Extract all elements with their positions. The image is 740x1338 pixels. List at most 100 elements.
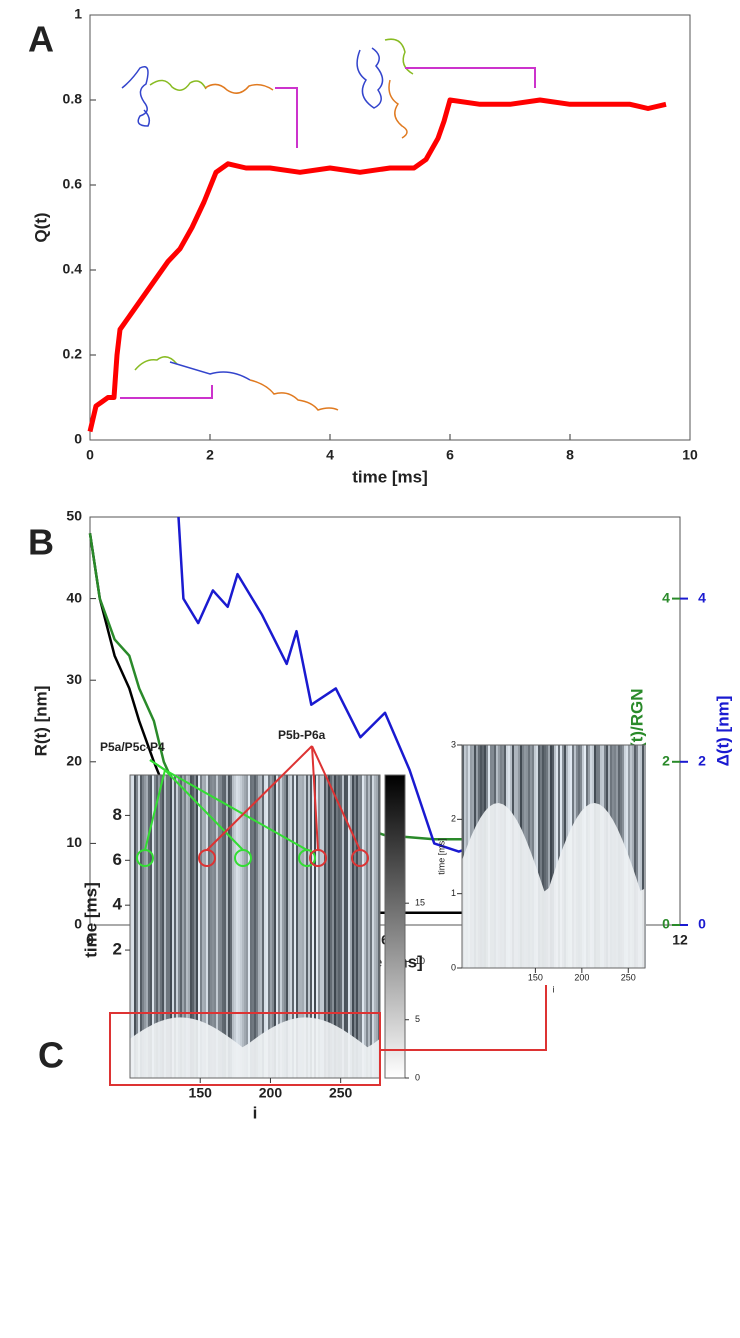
heatmap-stripe <box>218 775 220 1078</box>
heatmap-stripe <box>292 775 294 1078</box>
heatmap-stripe <box>534 745 536 968</box>
annotation: P5b-P6a <box>278 728 326 742</box>
y2-tick-label: 2 <box>698 753 706 769</box>
heatmap-stripe <box>548 745 550 968</box>
heatmap-stripe <box>262 775 264 1078</box>
y-tick-label: 50 <box>66 508 82 524</box>
heatmap-stripe <box>642 745 644 968</box>
heatmap-stripe <box>188 775 190 1078</box>
heatmap-stripe <box>266 775 268 1078</box>
heatmap-stripe <box>252 775 254 1078</box>
x-tick-label: 4 <box>326 447 334 463</box>
heatmap-stripe <box>372 775 374 1078</box>
zoom-connector <box>380 985 547 1051</box>
y-tick-label: 20 <box>66 753 82 769</box>
pointer-line <box>149 759 308 851</box>
heatmap-stripe <box>130 775 132 1078</box>
y-tick-label: 0 <box>74 916 82 932</box>
x-tick-label: 250 <box>621 972 636 982</box>
y2-tick-label: 0 <box>698 916 706 932</box>
heatmap-stripe <box>314 775 316 1078</box>
heatmap-stripe <box>164 775 166 1078</box>
y2-tick-label: 2 <box>662 753 670 769</box>
heatmap-stripe <box>346 775 348 1078</box>
y-tick-label: 0.2 <box>63 346 83 362</box>
y-axis-label: R(t) [nm] <box>31 686 50 757</box>
heatmap-stripe <box>334 775 336 1078</box>
heatmap-stripe <box>356 775 358 1078</box>
heatmap-stripe <box>238 775 240 1078</box>
heatmap-stripe <box>374 775 376 1078</box>
heatmap-stripe <box>358 775 360 1078</box>
plot-frame <box>461 744 646 969</box>
heatmap-stripe <box>536 745 538 968</box>
heatmap-stripe <box>260 775 262 1078</box>
heatmap-stripe <box>154 775 156 1078</box>
heatmap-stripe <box>628 745 630 968</box>
y-axis-label: Q(t) <box>31 212 50 242</box>
heatmap-stripe <box>318 775 320 1078</box>
heatmap-stripe <box>370 775 372 1078</box>
heatmap-stripe <box>322 775 324 1078</box>
heatmap-stripe <box>210 775 212 1078</box>
heatmap-stripe <box>554 745 556 968</box>
heatmap-stripe <box>272 775 274 1078</box>
heatmap-stripe <box>336 775 338 1078</box>
x-tick-label: 2 <box>206 447 214 463</box>
heatmap-stripe <box>338 775 340 1078</box>
y-tick-label: 30 <box>66 671 82 687</box>
x-tick-label: 150 <box>189 1085 213 1101</box>
heatmap-stripe <box>268 775 270 1078</box>
y-tick-label: 6 <box>113 850 122 869</box>
heatmap-stripe <box>162 775 164 1078</box>
pointer-line <box>311 745 361 851</box>
y2-tick-label: 4 <box>662 589 670 605</box>
heatmap-stripe <box>462 745 464 968</box>
heatmap-stripe <box>376 775 378 1078</box>
heatmap-stripe <box>296 775 298 1078</box>
x-axis-label: i <box>253 1103 258 1122</box>
heatmap-stripe <box>166 775 168 1078</box>
heatmap-stripe <box>176 775 178 1078</box>
unfolded-region <box>130 1017 380 1078</box>
heatmap-stripe <box>156 775 158 1078</box>
heatmap-stripe <box>168 775 170 1078</box>
y-tick-label: 0 <box>451 962 456 972</box>
heatmap-stripe <box>234 775 236 1078</box>
pointer-line <box>311 745 319 851</box>
heatmap-stripe <box>198 775 200 1078</box>
y-tick-label: 8 <box>113 805 122 824</box>
heatmap-stripe <box>344 775 346 1078</box>
unfolded-region <box>462 803 645 968</box>
heatmap-stripe <box>332 775 334 1078</box>
heatmap-stripe <box>180 775 182 1078</box>
y-tick-label: 4 <box>113 895 123 914</box>
colorbar-tick-label: 0 <box>415 1072 420 1082</box>
heatmap-stripe <box>360 775 362 1078</box>
heatmap-stripe <box>152 775 154 1078</box>
heatmap-stripe <box>206 775 208 1078</box>
heatmap-stripe <box>532 745 534 968</box>
heatmap-stripe <box>286 775 288 1078</box>
heatmap-stripe <box>140 775 142 1078</box>
heatmap-stripe <box>348 775 350 1078</box>
y-tick-label: 2 <box>113 940 122 959</box>
pointer-line <box>206 745 313 851</box>
heatmap-stripe <box>182 775 184 1078</box>
y-tick-label: 1 <box>74 6 82 22</box>
heatmap-stripe <box>142 775 144 1078</box>
heatmap-stripe <box>174 775 176 1078</box>
heatmap-stripe <box>248 775 250 1078</box>
heatmap-stripe <box>552 745 554 968</box>
heatmap-stripe <box>340 775 342 1078</box>
heatmap-stripe <box>632 745 634 968</box>
heatmap-stripe <box>280 775 282 1078</box>
colorbar-tick-label: 10 <box>415 956 425 966</box>
y-tick-label: 0.8 <box>63 91 83 107</box>
x-tick-label: 10 <box>682 447 698 463</box>
heatmap-stripe <box>364 775 366 1078</box>
heatmap-stripe <box>254 775 256 1078</box>
heatmap-stripe <box>368 775 370 1078</box>
y-tick-label: 10 <box>66 834 82 850</box>
heatmap-stripe <box>242 775 244 1078</box>
